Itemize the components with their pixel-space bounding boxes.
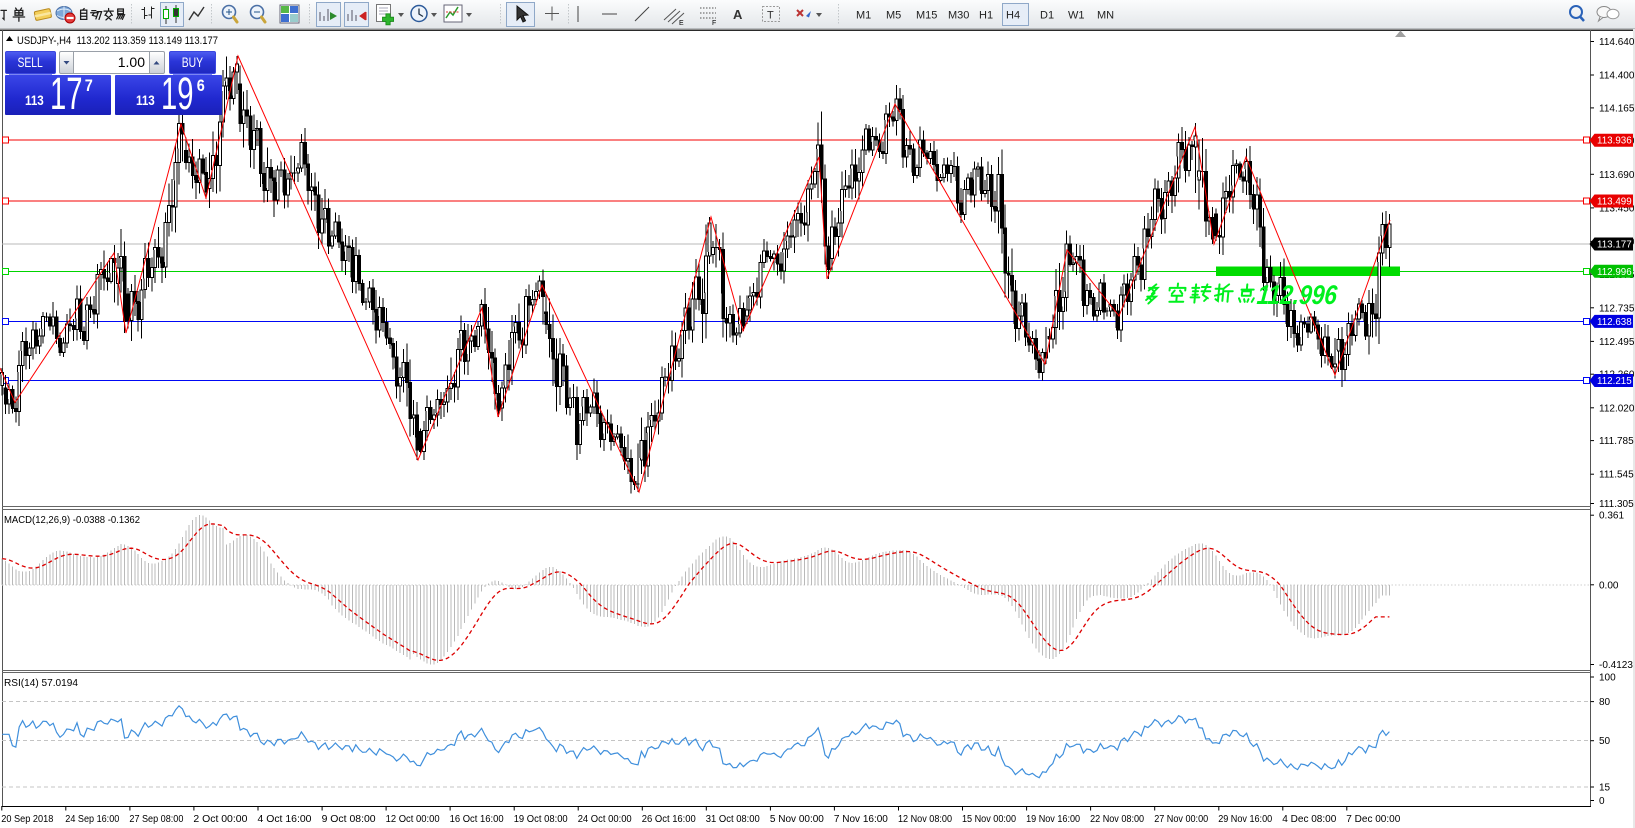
svg-text:111.305: 111.305: [1599, 499, 1634, 510]
svg-text:12 Nov 08:00: 12 Nov 08:00: [898, 814, 953, 825]
svg-text:T: T: [767, 10, 774, 22]
svg-text:50: 50: [1599, 736, 1611, 747]
svg-text:80: 80: [1599, 697, 1611, 708]
svg-text:7 Dec 00:00: 7 Dec 00:00: [1346, 814, 1401, 825]
svg-text:24 Oct 00:00: 24 Oct 00:00: [578, 814, 633, 825]
svg-text:12 Oct 00:00: 12 Oct 00:00: [386, 814, 441, 825]
svg-text:19 Nov 16:00: 19 Nov 16:00: [1026, 814, 1081, 825]
svg-text:113.177: 113.177: [1597, 240, 1632, 251]
svg-text:4 Oct 16:00: 4 Oct 16:00: [258, 814, 313, 825]
svg-text:W1: W1: [1068, 10, 1085, 22]
svg-text:111.545: 111.545: [1599, 470, 1634, 481]
svg-text:7 Nov 16:00: 7 Nov 16:00: [834, 814, 889, 825]
svg-text:112.020: 112.020: [1599, 403, 1635, 414]
svg-text:F: F: [712, 20, 716, 27]
svg-text:113.690: 113.690: [1599, 170, 1635, 181]
svg-text:2 Oct 00:00: 2 Oct 00:00: [193, 814, 248, 825]
svg-text:5 Nov 00:00: 5 Nov 00:00: [770, 814, 825, 825]
svg-text:9 Oct 08:00: 9 Oct 08:00: [322, 814, 377, 825]
svg-text:111.785: 111.785: [1599, 436, 1634, 447]
svg-text:20 Sep 2018: 20 Sep 2018: [1, 814, 53, 825]
svg-text:100: 100: [1599, 673, 1616, 684]
svg-text:H4: H4: [1006, 10, 1020, 22]
svg-text:15 Nov 00:00: 15 Nov 00:00: [962, 814, 1017, 825]
svg-text:MACD(12,26,9) -0.0388 -0.1362: MACD(12,26,9) -0.0388 -0.1362: [4, 514, 140, 526]
svg-text:M1: M1: [856, 10, 871, 22]
svg-text:114.165: 114.165: [1599, 103, 1635, 114]
svg-text:15: 15: [1599, 783, 1611, 794]
svg-text:114.640: 114.640: [1599, 37, 1635, 48]
svg-text:-0.4123: -0.4123: [1599, 660, 1633, 671]
svg-text:RSI(14) 57.0194: RSI(14) 57.0194: [4, 677, 78, 689]
svg-text:113.450: 113.450: [1599, 203, 1635, 214]
svg-text:4 Dec 08:00: 4 Dec 08:00: [1282, 814, 1337, 825]
svg-text:113.936: 113.936: [1597, 136, 1632, 147]
svg-text:D1: D1: [1040, 10, 1054, 22]
svg-text:112.996: 112.996: [1256, 280, 1340, 310]
svg-text:113.499: 113.499: [1597, 197, 1632, 208]
svg-text:16 Oct 16:00: 16 Oct 16:00: [450, 814, 505, 825]
svg-text:MN: MN: [1097, 10, 1114, 22]
svg-text:22 Nov 08:00: 22 Nov 08:00: [1090, 814, 1145, 825]
svg-text:112.638: 112.638: [1597, 317, 1632, 328]
svg-text:27 Sep 08:00: 27 Sep 08:00: [129, 814, 184, 825]
svg-text:114.400: 114.400: [1599, 71, 1635, 82]
svg-text:112.996: 112.996: [1597, 267, 1632, 278]
svg-text:0: 0: [1599, 796, 1605, 807]
svg-text:24 Sep 16:00: 24 Sep 16:00: [65, 814, 120, 825]
svg-text:29 Nov 16:00: 29 Nov 16:00: [1218, 814, 1273, 825]
svg-text:A: A: [733, 7, 743, 22]
svg-text:0.361: 0.361: [1599, 511, 1624, 522]
svg-text:M5: M5: [886, 10, 901, 22]
svg-text:19 Oct 08:00: 19 Oct 08:00: [514, 814, 569, 825]
svg-text:M15: M15: [916, 10, 937, 22]
svg-text:112.495: 112.495: [1599, 337, 1635, 348]
svg-text:112.735: 112.735: [1599, 303, 1635, 314]
svg-text:27 Nov 00:00: 27 Nov 00:00: [1154, 814, 1209, 825]
svg-text:USDJPY-,H4 113.202 113.359 11: USDJPY-,H4 113.202 113.359 113.149 113.1…: [17, 35, 218, 47]
svg-text:M30: M30: [948, 10, 969, 22]
svg-text:112.215: 112.215: [1597, 376, 1632, 387]
svg-text:E: E: [679, 20, 684, 27]
svg-text:26 Oct 16:00: 26 Oct 16:00: [642, 814, 697, 825]
svg-text:H1: H1: [979, 10, 993, 22]
svg-text:31 Oct 08:00: 31 Oct 08:00: [706, 814, 761, 825]
svg-text:0.00: 0.00: [1599, 580, 1619, 591]
